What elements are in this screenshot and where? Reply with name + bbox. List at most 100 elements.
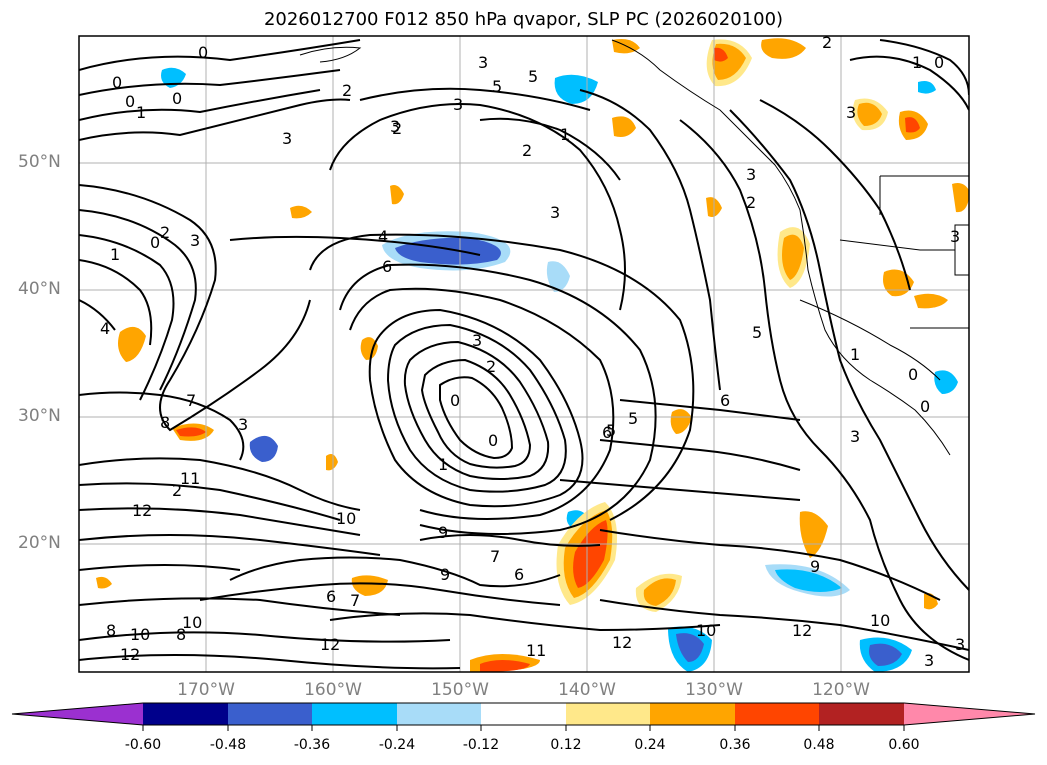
colorbar-segment [566,703,650,725]
colorbar-segment [143,703,228,725]
contour-label: 2 [822,33,832,52]
contour-label: 0 [125,92,135,111]
contour-label: 7 [350,591,360,610]
contour-label: 3 [478,53,488,72]
contour-label: 1 [136,103,146,122]
contour-label: 3 [390,117,400,136]
contour-label: 3 [955,635,965,654]
contour-label: 3 [472,331,482,350]
map-plot-area: 0 0 0 0 1 2 3 3 3 3 2 5 5 1 2 3 4 6 2 3 … [58,33,969,694]
contour-label: 12 [120,645,140,664]
lon-label-120w: 120°W [812,680,870,700]
colorbar-extend-left [12,703,143,725]
contour-label: 1 [560,125,570,144]
lon-label-170w: 170°W [177,680,235,700]
contour-labels: 0 0 0 0 1 2 3 3 3 3 2 5 5 1 2 3 4 6 2 3 … [58,33,965,694]
contour-label: 10 [182,613,202,632]
slp-contours [79,39,969,670]
contour-label: 8 [176,625,186,644]
contour-label: 11 [526,641,546,660]
contour-label: 3 [924,651,934,670]
colorbar-tick-label: -0.12 [462,737,500,753]
contour-label: 0 [172,89,182,108]
contour-label: 3 [453,95,463,114]
lon-label-150w: 150°W [431,680,489,700]
colorbar-segment [481,703,566,725]
colorbar-tick-label: 0.24 [634,737,666,753]
contour-label: 1 [110,245,120,264]
contour-label: 4 [100,319,110,338]
contour-label: 3 [950,227,960,246]
lon-label-130w: 130°W [685,680,743,700]
contour-label: 0 [934,53,944,72]
contour-label: 0 [112,73,122,92]
coastlines [299,39,969,456]
graticule [79,36,969,672]
contour-label: 10 [130,625,150,644]
contour-label: 9 [810,557,820,576]
colorbar-tick-label: -0.60 [124,737,162,753]
contour-label: 0 [908,365,918,384]
contour-label: 6 [720,391,730,410]
lat-label-40n: 40°N [18,279,61,299]
contour-label: 0 [450,391,460,410]
contour-label: 6 [602,423,612,442]
colorbar-segment [819,703,904,725]
colorbar-tick-label: 0.12 [550,737,582,753]
colorbar-tick-label: -0.36 [293,737,331,753]
contour-label: 0 [920,397,930,416]
contour-label: 2 [160,223,170,242]
contour-label: 10 [870,611,890,630]
contour-label: 12 [132,501,152,520]
contour-label: 3 [746,165,756,184]
contour-label: 3 [190,231,200,250]
contour-label: 12 [612,633,632,652]
contour-label: 3 [550,203,560,222]
contour-label: 10 [696,621,716,640]
colorbar-segment [650,703,735,725]
contour-label: 2 [342,81,352,100]
colorbar [11,702,1036,731]
colorbar-tick-label: 0.36 [719,737,751,753]
contour-label: 5 [628,409,638,428]
colorbar-tick-label: -0.24 [378,737,416,753]
contour-label: 12 [792,621,812,640]
contour-label: 11 [180,469,200,488]
colorbar-segment [312,703,397,725]
contour-label: 5 [606,421,616,440]
contour-label: 3 [282,129,292,148]
lat-label-30n: 30°N [18,406,61,426]
contour-label: 0 [488,431,498,450]
contour-label: 7 [186,391,196,410]
contour-label: 8 [160,413,170,432]
contour-label: 5 [752,323,762,342]
contour-label: 1 [912,53,922,72]
contour-label: 1 [850,345,860,364]
contour-label: 2 [746,193,756,212]
colorbar-segment [735,703,819,725]
contour-label: 4 [378,227,388,246]
colorbar-segment [397,703,481,725]
map-title: 2026012700 F012 850 hPa qvapor, SLP PC (… [263,9,784,30]
colorbar-tick-label: 0.60 [888,737,920,753]
lat-label-50n: 50°N [18,152,61,172]
contour-label: 0 [198,43,208,62]
contour-label: 5 [528,67,538,86]
colorbar-extend-right [904,703,1035,725]
contour-label: 9 [438,523,448,542]
contour-label: 6 [326,587,336,606]
colorbar-tick-label: -0.48 [209,737,247,753]
contour-label: 6 [514,565,524,584]
contour-label: 12 [58,675,78,694]
contour-label: 3 [238,415,248,434]
contour-label: 1 [438,455,448,474]
contour-label: 0 [150,233,160,252]
lon-label-140w: 140°W [558,680,616,700]
colorbar-tick-label: 0.48 [803,737,835,753]
contour-label: 5 [492,77,502,96]
contour-label: 6 [382,257,392,276]
contour-label: 9 [440,565,450,584]
contour-label: 2 [172,481,182,500]
colorbar-segment [228,703,312,725]
